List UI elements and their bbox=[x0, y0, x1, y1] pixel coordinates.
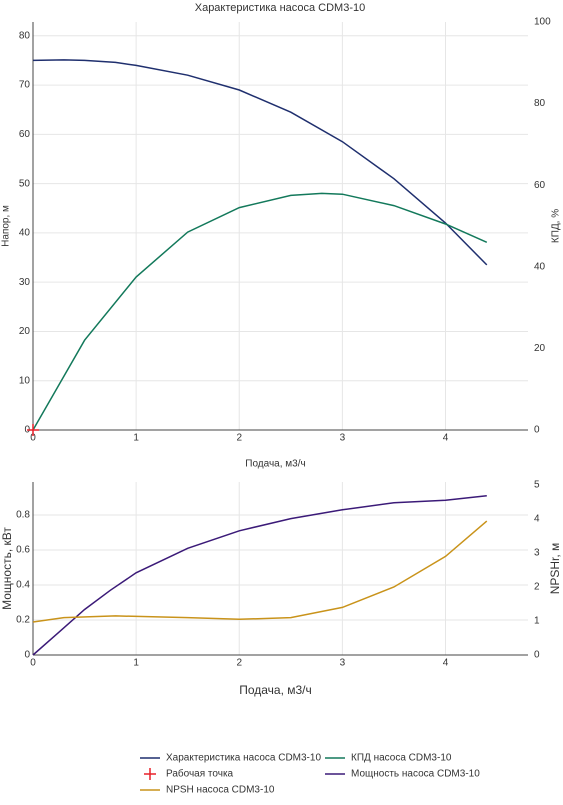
y-tick-label: 0.4 bbox=[16, 580, 30, 591]
y2-tick-label: 3 bbox=[534, 548, 540, 559]
y-tick-label: 0.8 bbox=[16, 510, 30, 521]
x-tick-label: 4 bbox=[443, 433, 449, 444]
y2-tick-label: 4 bbox=[534, 514, 540, 525]
legend-label: КПД насоса CDM3-10 bbox=[351, 753, 452, 764]
y2-tick-label: 40 bbox=[534, 261, 546, 272]
y-tick-label: 0.6 bbox=[16, 545, 30, 556]
chart-title: Характеристика насоса CDM3-10 bbox=[195, 2, 366, 14]
y-tick-label: 70 bbox=[19, 80, 31, 91]
y-tick-label: 10 bbox=[19, 375, 31, 386]
y-tick-label: 0.2 bbox=[16, 615, 30, 626]
y2-axis-title: КПД, % bbox=[551, 209, 562, 243]
legend-symbol bbox=[144, 768, 156, 780]
y-tick-label: 80 bbox=[19, 30, 31, 41]
y-axis-title: Напор, м bbox=[1, 205, 12, 247]
y2-tick-label: 5 bbox=[534, 480, 540, 491]
y2-tick-label: 100 bbox=[534, 17, 551, 28]
x-tick-label: 2 bbox=[236, 658, 242, 669]
legend-label: Рабочая точка bbox=[166, 768, 234, 780]
x-axis-title: Подача, м3/ч bbox=[245, 459, 305, 470]
y2-tick-label: 20 bbox=[534, 343, 546, 354]
y2-tick-label: 2 bbox=[534, 582, 540, 593]
working-point bbox=[27, 424, 39, 436]
x-tick-label: 0 bbox=[30, 658, 36, 669]
x-tick-label: 3 bbox=[340, 433, 346, 444]
x-tick-label: 0 bbox=[30, 433, 36, 444]
x-tick-label: 2 bbox=[236, 433, 242, 444]
y2-axis-title: NPSHr, м bbox=[548, 543, 562, 595]
y-tick-label: 60 bbox=[19, 129, 31, 140]
y-tick-label: 30 bbox=[19, 277, 31, 288]
y-axis-title: Мощность, кВт bbox=[0, 527, 14, 610]
series-line bbox=[32, 495, 487, 656]
y2-tick-label: 1 bbox=[534, 616, 540, 627]
y2-tick-label: 80 bbox=[534, 98, 546, 109]
y-tick-label: 40 bbox=[19, 228, 31, 239]
series-line bbox=[32, 520, 488, 623]
y2-tick-label: 0 bbox=[534, 650, 540, 661]
y-tick-label: 20 bbox=[19, 326, 31, 337]
x-tick-label: 4 bbox=[443, 658, 449, 669]
x-tick-label: 1 bbox=[133, 658, 139, 669]
legend-label: Характеристика насоса CDM3-10 bbox=[166, 753, 321, 764]
legend-label: Мощность насоса CDM3-10 bbox=[351, 769, 480, 780]
x-tick-label: 1 bbox=[133, 433, 139, 444]
legend-label: NPSH насоса CDM3-10 bbox=[166, 785, 275, 796]
y-tick-label: 50 bbox=[19, 178, 31, 189]
y2-tick-label: 60 bbox=[534, 180, 546, 191]
x-tick-label: 3 bbox=[340, 658, 346, 669]
y-tick-label: 0 bbox=[24, 650, 30, 661]
series-line bbox=[32, 59, 488, 266]
series-line bbox=[32, 192, 488, 431]
x-axis-title: Подача, м3/ч bbox=[239, 683, 312, 697]
y2-tick-label: 0 bbox=[534, 425, 540, 436]
